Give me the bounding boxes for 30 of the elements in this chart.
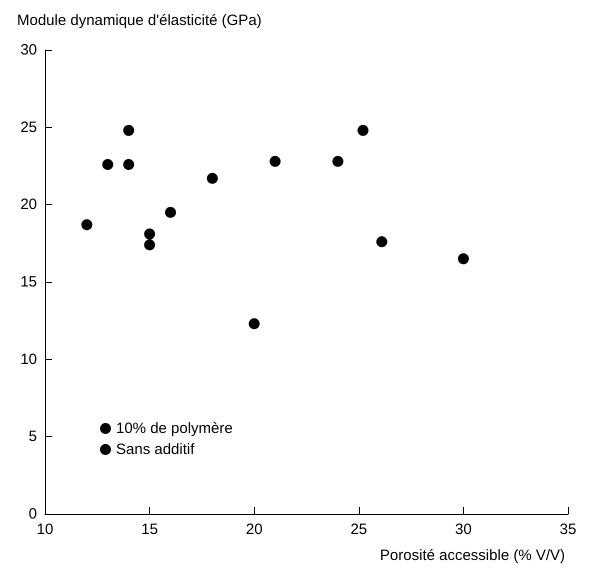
point [248, 318, 260, 330]
point [144, 239, 156, 250]
point [144, 228, 156, 240]
point [102, 158, 114, 170]
point [123, 124, 134, 136]
y-tick-label: 0 [28, 506, 37, 522]
x-tick-label: 30 [455, 521, 472, 538]
legend-label: Sans additif [116, 441, 196, 458]
point [165, 206, 176, 218]
x-tick-label: 35 [560, 521, 576, 538]
point [270, 156, 281, 167]
x-tick-label: 25 [350, 521, 368, 538]
x-tick-label: 15 [141, 521, 158, 538]
point [376, 236, 388, 248]
y-tick-label: 5 [28, 428, 37, 446]
legend-label: 10% de polymère [116, 420, 233, 437]
y-tick-label: 10 [20, 350, 37, 368]
point [123, 158, 134, 170]
y-axis-title: Module dynamique d'élasticité (GPa) [17, 12, 262, 29]
point [332, 156, 344, 167]
y-tick-label: 20 [20, 196, 37, 214]
point [81, 219, 92, 230]
x-tick-label: 20 [246, 521, 263, 538]
point [206, 172, 218, 184]
point [357, 124, 368, 136]
point [458, 253, 469, 264]
y-tick-label: 30 [20, 42, 37, 58]
y-tick-label: 25 [20, 118, 37, 136]
x-axis-title: Porosité accessible (% V/V) [380, 547, 566, 564]
y-tick-label: 15 [20, 274, 37, 290]
